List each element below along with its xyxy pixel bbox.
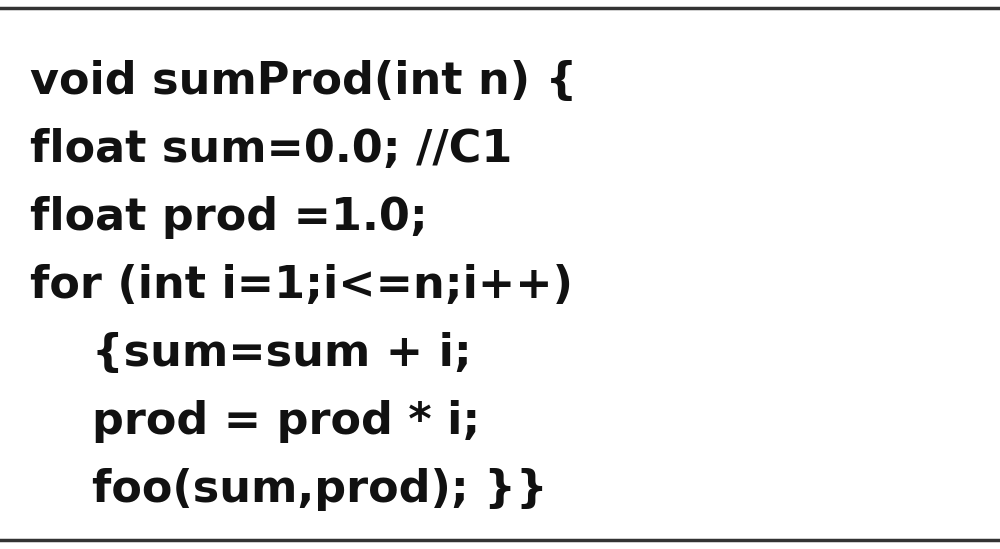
Text: float sum=0.0; //C1: float sum=0.0; //C1 <box>30 128 512 171</box>
Text: prod = prod * i;: prod = prod * i; <box>30 400 480 443</box>
Text: float prod =1.0;: float prod =1.0; <box>30 196 428 239</box>
Text: for (int i=1;i<=n;i++): for (int i=1;i<=n;i++) <box>30 264 573 307</box>
Text: void sumProd(int n) {: void sumProd(int n) { <box>30 60 577 103</box>
Text: foo(sum,prod); }}: foo(sum,prod); }} <box>30 468 548 511</box>
Text: {sum=sum + i;: {sum=sum + i; <box>30 332 472 375</box>
